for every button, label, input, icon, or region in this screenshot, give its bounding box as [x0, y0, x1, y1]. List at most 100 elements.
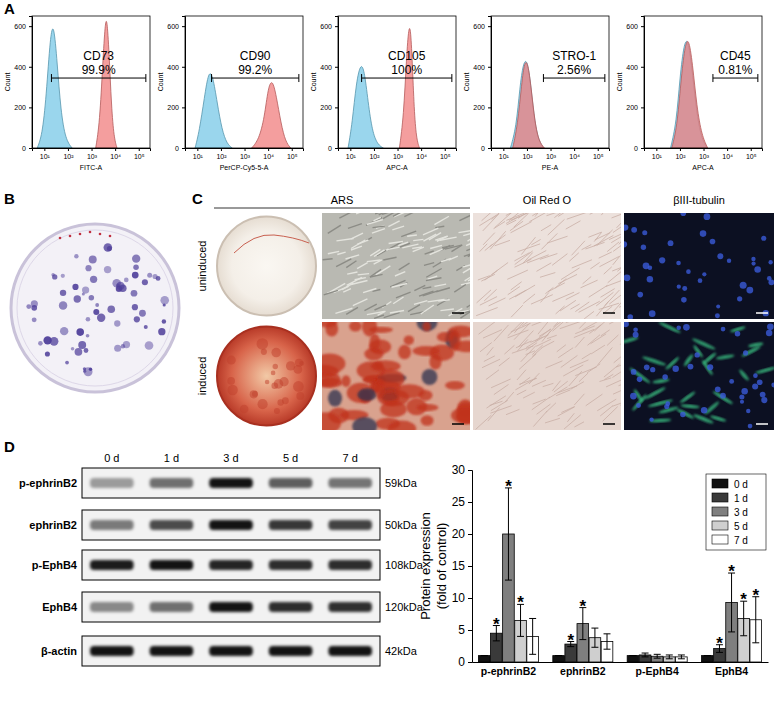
significance-mark: *: [493, 615, 500, 634]
mineral-nodule: [227, 385, 237, 395]
cell: [459, 230, 470, 233]
tick-label: 10¹: [499, 153, 510, 160]
tick-label: 0: [481, 145, 485, 152]
cell: [378, 311, 386, 315]
row-label: induced: [196, 357, 208, 396]
tick-mark: [221, 148, 222, 151]
colony: [31, 305, 37, 311]
mineral-nodule: [252, 391, 258, 397]
tubulin-signal: [679, 390, 696, 404]
cell: [423, 228, 438, 235]
tick-mark: [468, 502, 472, 503]
gate-end: [604, 74, 605, 82]
cell: [515, 378, 536, 390]
nucleus: [633, 332, 639, 338]
cell: [606, 379, 621, 387]
cell: [600, 289, 614, 298]
mineral-nodule: [265, 380, 270, 385]
blot-band: [328, 560, 372, 570]
significance-mark: *: [580, 597, 587, 616]
cell: [434, 216, 448, 224]
nucleus: [637, 377, 643, 383]
tick-mark: [488, 148, 491, 149]
mineral-nodule: [271, 371, 276, 376]
protein-label: ephrinB2: [29, 519, 77, 531]
tick-mark: [268, 148, 269, 151]
x-axis-title: APC-A: [386, 164, 408, 171]
cell: [468, 234, 470, 241]
tick-mark: [92, 148, 93, 151]
nucleus: [659, 257, 665, 263]
x-tick: EphB4: [715, 662, 748, 677]
cell: [514, 323, 530, 339]
colony: [114, 320, 120, 326]
blot-band: [269, 602, 313, 612]
tick-mark: [488, 26, 491, 27]
cell: [532, 213, 551, 216]
tick-label: 10⁵: [593, 153, 604, 160]
colony: [84, 367, 93, 376]
tick-label: ephrinB2: [560, 665, 606, 677]
photo-background: [322, 213, 470, 319]
cell: [324, 290, 338, 295]
y-tick: 0: [458, 655, 472, 669]
nucleus: [700, 230, 707, 237]
y-tick: 400: [626, 64, 644, 71]
x-tick: 10⁴: [110, 148, 121, 160]
error-cap: [642, 656, 649, 657]
nucleus: [627, 314, 633, 319]
tick-label: 10²: [216, 153, 227, 160]
marker-label: CD90: [240, 49, 271, 63]
y-axis: 0200400600: [14, 17, 32, 152]
blot-band: [150, 478, 194, 488]
y-tick: 400: [14, 64, 32, 71]
blot-band: [209, 520, 253, 530]
tick-label: 10³: [87, 153, 98, 160]
error-cap: [555, 655, 562, 656]
x-axis-title: PE-A: [542, 164, 559, 171]
y-tick: 400: [167, 64, 185, 71]
blot-band: [209, 602, 253, 612]
cell: [558, 407, 575, 416]
nucleus: [650, 367, 655, 372]
tick-label: 600: [14, 23, 26, 30]
cell: [486, 370, 499, 380]
error-cap: [604, 633, 611, 634]
stain-deposit: [429, 354, 441, 370]
blot-band: [90, 646, 134, 656]
tick-mark: [29, 26, 32, 27]
error-whisker: [607, 634, 608, 649]
cell: [575, 337, 584, 348]
tick-mark: [350, 148, 351, 151]
histogram-area: [672, 41, 708, 148]
error-bar: [728, 573, 735, 632]
cell: [395, 272, 405, 276]
colony: [89, 368, 92, 371]
cell: [392, 283, 408, 287]
cell: [451, 245, 462, 252]
nucleus: [727, 259, 731, 263]
cell: [614, 354, 621, 363]
tick-label: 200: [473, 104, 485, 111]
y-axis: 0200400600: [626, 17, 644, 152]
cell: [508, 287, 520, 295]
cell: [566, 293, 580, 300]
cell: [495, 240, 510, 245]
y-tick: 5: [458, 623, 472, 637]
cell: [487, 347, 494, 355]
tick-mark: [292, 148, 293, 151]
y-tick: 600: [14, 23, 32, 30]
legend-swatch: [712, 479, 728, 488]
cell: [564, 415, 581, 429]
nucleus: [662, 374, 668, 380]
mineral-nodule: [227, 356, 236, 365]
error-cap: [481, 655, 488, 656]
x-tick: ephrinB2: [560, 662, 606, 677]
cell: [387, 247, 400, 250]
marker-label: CD73: [83, 49, 114, 63]
y-tick: 200: [626, 104, 644, 111]
error-whisker: [594, 628, 595, 647]
y-tick: 600: [626, 23, 644, 30]
tick-mark: [445, 148, 446, 151]
colony: [26, 304, 31, 309]
